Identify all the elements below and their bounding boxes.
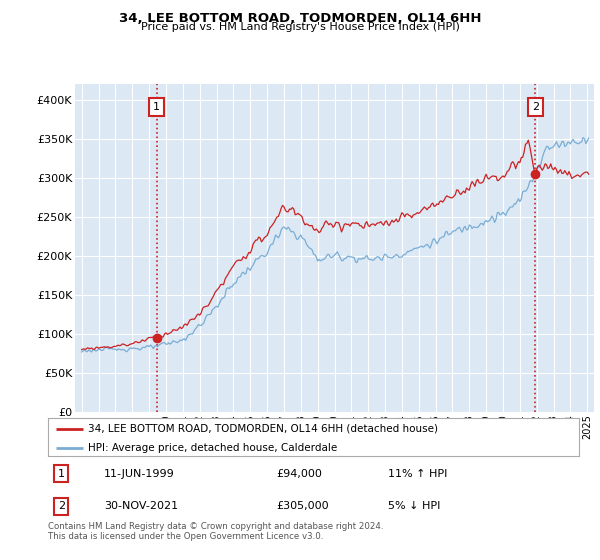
Text: 1: 1 <box>58 469 65 479</box>
Text: 2: 2 <box>58 501 65 511</box>
Text: £94,000: £94,000 <box>277 469 322 479</box>
Text: Price paid vs. HM Land Registry's House Price Index (HPI): Price paid vs. HM Land Registry's House … <box>140 22 460 32</box>
Text: 1: 1 <box>153 102 160 112</box>
Text: 30-NOV-2021: 30-NOV-2021 <box>104 501 178 511</box>
Text: £305,000: £305,000 <box>277 501 329 511</box>
Text: 11% ↑ HPI: 11% ↑ HPI <box>388 469 447 479</box>
Text: 2: 2 <box>532 102 539 112</box>
Text: 5% ↓ HPI: 5% ↓ HPI <box>388 501 440 511</box>
Text: 34, LEE BOTTOM ROAD, TODMORDEN, OL14 6HH (detached house): 34, LEE BOTTOM ROAD, TODMORDEN, OL14 6HH… <box>88 424 438 434</box>
Text: 34, LEE BOTTOM ROAD, TODMORDEN, OL14 6HH: 34, LEE BOTTOM ROAD, TODMORDEN, OL14 6HH <box>119 12 481 25</box>
Text: HPI: Average price, detached house, Calderdale: HPI: Average price, detached house, Cald… <box>88 443 337 453</box>
Text: Contains HM Land Registry data © Crown copyright and database right 2024.
This d: Contains HM Land Registry data © Crown c… <box>48 522 383 542</box>
Text: 11-JUN-1999: 11-JUN-1999 <box>104 469 175 479</box>
